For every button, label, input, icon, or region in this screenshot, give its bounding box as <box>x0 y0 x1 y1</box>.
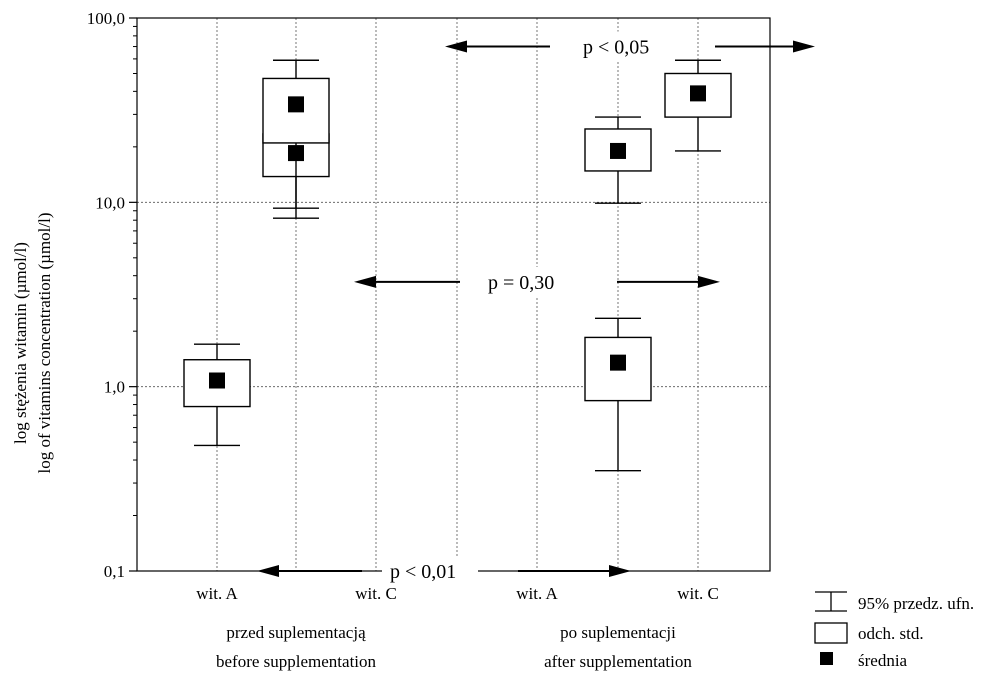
y-axis-title: log stężenia witamin (µmol/l) log of vit… <box>11 213 54 474</box>
mean-marker <box>209 372 225 389</box>
group-label-en: before supplementation <box>216 652 377 671</box>
annotation-arrowhead-left <box>354 275 376 288</box>
p-value-annotation-vit-c-upper: p < 0,05 <box>445 31 815 62</box>
y-axis-title-pl: log stężenia witamin (µmol/l) <box>11 242 30 444</box>
legend-sd-label: odch. std. <box>858 624 924 643</box>
mean-marker <box>288 96 304 113</box>
p-value-annotation-vit-a: p < 0,01 <box>257 556 631 586</box>
x-tick-label: wit. C <box>677 584 719 603</box>
y-tick-label: 10,0 <box>95 193 125 212</box>
mean-marker <box>610 354 626 371</box>
y-tick-label: 100,0 <box>87 9 125 28</box>
mean-marker <box>690 85 706 102</box>
x-tick-label: wit. A <box>196 584 238 603</box>
annotation-label-background <box>480 266 576 297</box>
box-plot <box>183 343 251 447</box>
p-value-annotations: p < 0,05 p = 0,30 p < 0,01 <box>257 31 815 586</box>
legend-ci-label: 95% przedz. ufn. <box>858 594 974 613</box>
x-tick-label: wit. C <box>355 584 397 603</box>
legend-sd-icon <box>814 622 848 644</box>
group-label-pl: po suplementacji <box>560 623 676 642</box>
annotation-arrowhead-right <box>609 565 631 577</box>
box-plot <box>262 59 330 219</box>
legend-mean-icon <box>820 652 833 665</box>
y-tick-label: 0,1 <box>104 562 125 581</box>
annotation-label: p < 0,05 <box>583 37 649 59</box>
box-plots <box>183 59 732 472</box>
y-axis: 0,1 1,0 10,0 100,0 <box>87 9 137 581</box>
annotation-label: p = 0,30 <box>488 272 554 294</box>
annotation-arrowhead-right <box>793 40 815 53</box>
x-axis: wit. A wit. C wit. A wit. C przed suplementa… <box>196 584 719 671</box>
legend-mean-label: średnia <box>858 651 908 670</box>
box-plot <box>584 317 652 472</box>
group-label-en: after supplementation <box>544 652 692 671</box>
annotation-label-background <box>575 31 671 62</box>
box-plot <box>664 59 732 152</box>
group-label-pl: przed suplementacją <box>226 623 366 642</box>
legend-ci-icon <box>815 591 847 612</box>
annotation-arrowhead-left <box>257 565 279 577</box>
annotation-label: p < 0,01 <box>390 561 456 583</box>
box-plot <box>584 116 652 204</box>
annotation-arrowhead-left <box>445 40 467 53</box>
y-axis-title-en: log of vitamins concentration (µmol/l) <box>35 213 54 474</box>
mean-marker <box>610 142 626 159</box>
annotation-label-background <box>382 556 478 586</box>
y-tick-label: 1,0 <box>104 378 125 397</box>
p-value-annotation-vit-c-middle: p = 0,30 <box>354 266 720 297</box>
annotation-arrowhead-right <box>698 275 720 288</box>
legend: 95% przedz. ufn. odch. std. średnia <box>814 591 974 670</box>
x-tick-label: wit. A <box>516 584 558 603</box>
